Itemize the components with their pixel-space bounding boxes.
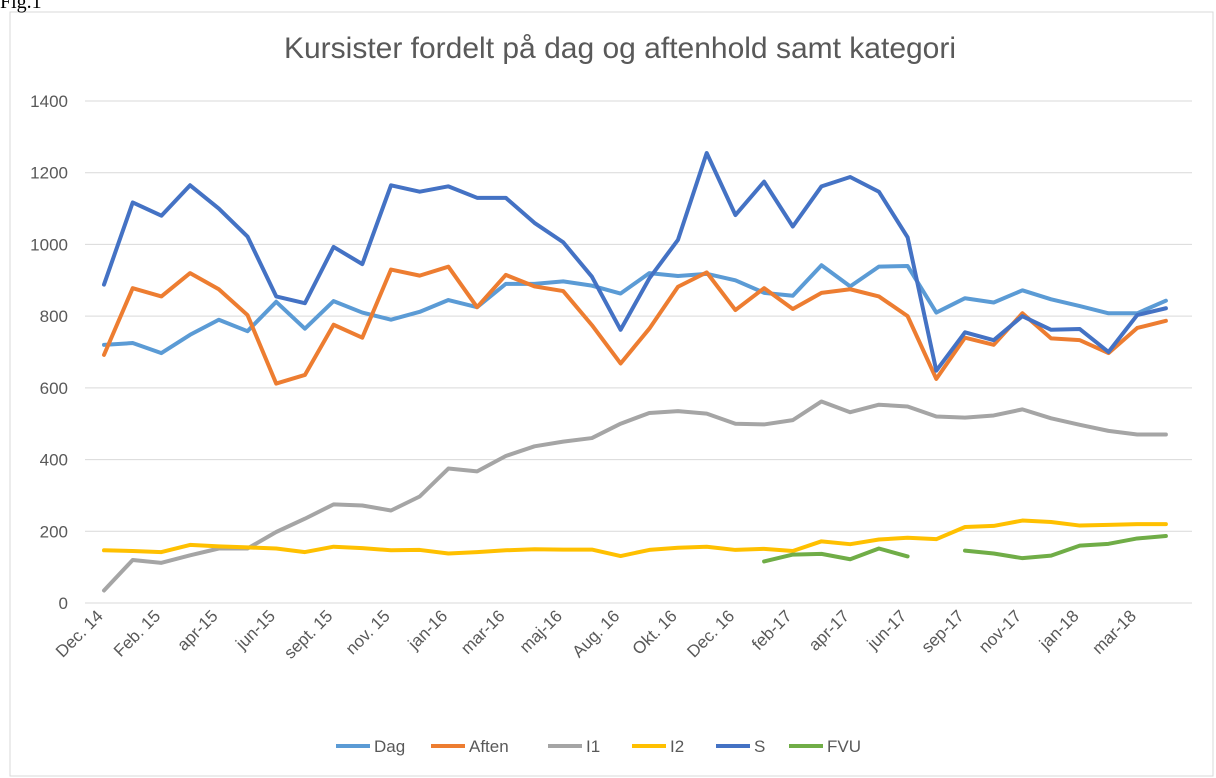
series-line xyxy=(762,546,910,564)
series-line xyxy=(102,399,1168,593)
y-tick-label: 400 xyxy=(40,451,68,470)
legend-label: S xyxy=(754,737,765,756)
legend-label: I1 xyxy=(586,737,600,756)
y-tick-label: 600 xyxy=(40,379,68,398)
figure-label: Fig.1 xyxy=(0,0,42,13)
series-line xyxy=(102,264,1168,386)
series-line xyxy=(963,533,1168,561)
y-tick-label: 0 xyxy=(59,594,68,613)
chart-title: Kursister fordelt på dag og aftenhold sa… xyxy=(284,32,956,65)
series-line xyxy=(102,150,1168,373)
y-tick-label: 800 xyxy=(40,307,68,326)
legend-label: Aften xyxy=(469,737,509,756)
legend-label: I2 xyxy=(670,737,684,756)
series-line xyxy=(102,518,1168,559)
chart-frame xyxy=(9,11,1214,777)
y-tick-label: 1000 xyxy=(30,235,68,254)
series-line xyxy=(102,263,1168,356)
y-tick-label: 200 xyxy=(40,522,68,541)
legend-label: Dag xyxy=(374,737,405,756)
y-tick-label: 1200 xyxy=(30,164,68,183)
y-tick-label: 1400 xyxy=(30,92,68,111)
legend-label: FVU xyxy=(827,737,861,756)
